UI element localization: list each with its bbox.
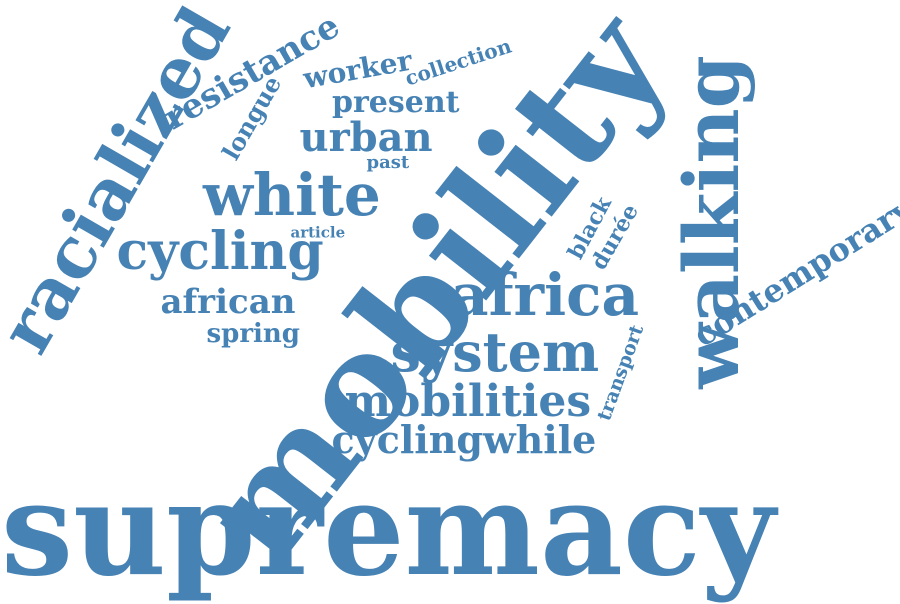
word-spring: spring: [206, 319, 300, 349]
word-system: system: [390, 320, 600, 384]
word-african: african: [160, 282, 296, 322]
word-article: article: [290, 223, 346, 242]
word-cyclingwhile: cyclingwhile: [331, 417, 597, 462]
word-cycling: cycling: [116, 221, 324, 282]
word-africa: africa: [451, 261, 640, 329]
word-urban: urban: [299, 114, 433, 161]
word-past: past: [366, 152, 410, 173]
word-transport: transport: [593, 321, 649, 424]
word-mobilities: mobilities: [344, 376, 592, 427]
word-supremacy: supremacy: [1, 455, 776, 604]
word-white: white: [203, 161, 381, 229]
word-present: present: [332, 85, 460, 120]
